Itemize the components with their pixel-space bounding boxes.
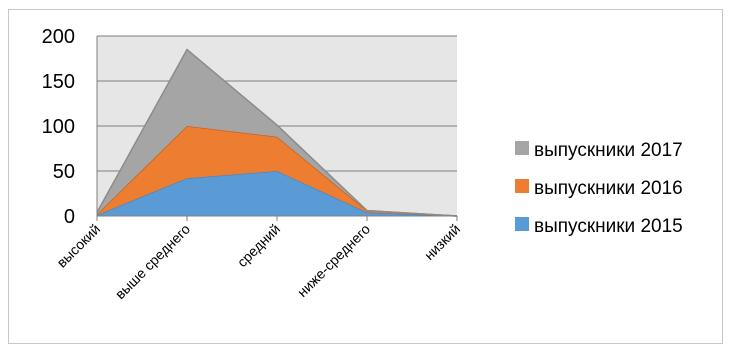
series-outline-2	[96, 48, 458, 217]
legend-swatch	[515, 179, 529, 193]
y-tick-label: 150	[42, 71, 75, 93]
y-tick-label: 0	[64, 206, 75, 228]
series-areas	[96, 48, 458, 217]
legend-label: выпускники 2015	[534, 216, 683, 237]
series-area-1	[97, 126, 457, 216]
y-tick-label: 50	[53, 161, 75, 183]
y-tick-label: 200	[42, 26, 75, 48]
x-tick-label: ниже-среднего	[294, 221, 373, 300]
x-tick-labels: высокий выше среднего средний ниже-среднего…	[53, 221, 463, 302]
legend: выпускники 2017 выпускники 2016 выпускники…	[515, 140, 683, 237]
legend-swatch	[515, 217, 529, 231]
y-tick-labels: 0 50 100 150 200	[42, 26, 75, 228]
x-tick-label: низкий	[421, 221, 463, 263]
axes	[96, 36, 458, 221]
legend-label: выпускники 2016	[534, 178, 683, 199]
legend-swatch	[515, 141, 529, 155]
series-area-2	[97, 49, 457, 216]
y-tick-label: 100	[42, 116, 75, 138]
x-tick-label: средний	[234, 221, 283, 270]
series-area-0	[97, 171, 457, 216]
legend-label: выпускники 2017	[534, 140, 683, 161]
x-tick-label: выше среднего	[112, 221, 193, 302]
x-tick-label: высокий	[53, 221, 103, 271]
